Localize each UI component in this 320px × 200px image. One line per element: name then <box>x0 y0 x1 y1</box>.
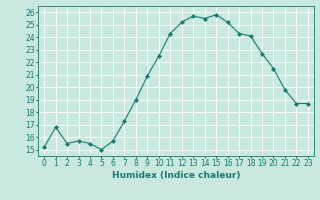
X-axis label: Humidex (Indice chaleur): Humidex (Indice chaleur) <box>112 171 240 180</box>
